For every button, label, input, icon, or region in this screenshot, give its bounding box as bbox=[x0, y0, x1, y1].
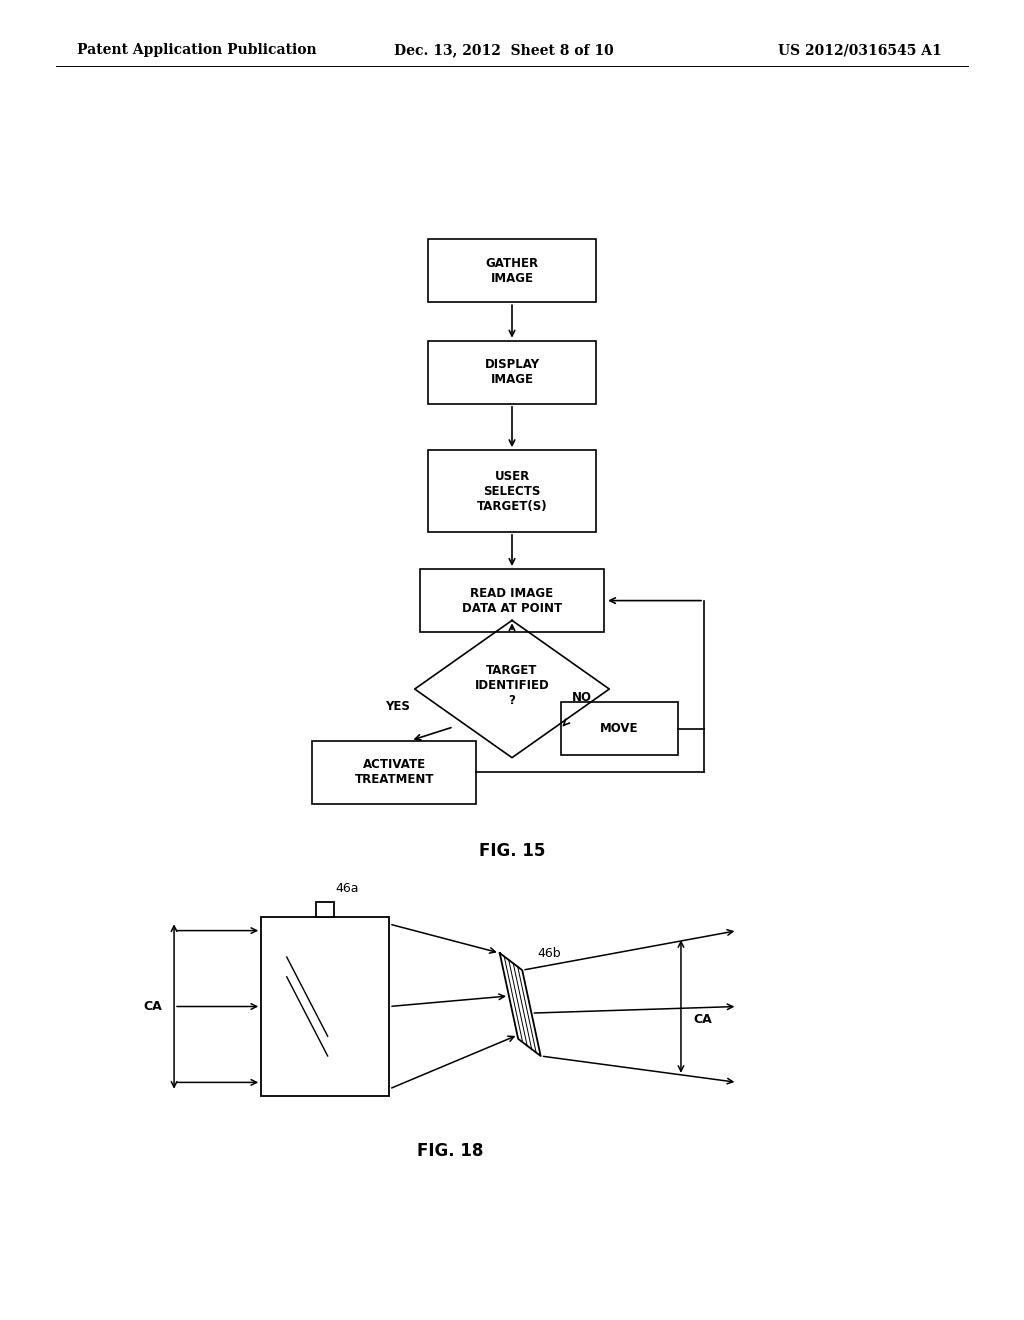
Bar bbox=[261, 917, 389, 1096]
Text: FIG. 18: FIG. 18 bbox=[418, 1142, 483, 1160]
Text: DISPLAY
IMAGE: DISPLAY IMAGE bbox=[484, 358, 540, 387]
Text: CA: CA bbox=[143, 1001, 162, 1012]
Bar bbox=[428, 239, 596, 302]
Text: NO: NO bbox=[572, 692, 592, 705]
Bar bbox=[428, 341, 596, 404]
Bar bbox=[561, 702, 678, 755]
Text: TARGET
IDENTIFIED
?: TARGET IDENTIFIED ? bbox=[475, 664, 549, 706]
Text: US 2012/0316545 A1: US 2012/0316545 A1 bbox=[778, 44, 942, 57]
Text: Dec. 13, 2012  Sheet 8 of 10: Dec. 13, 2012 Sheet 8 of 10 bbox=[394, 44, 614, 57]
Text: USER
SELECTS
TARGET(S): USER SELECTS TARGET(S) bbox=[477, 470, 547, 512]
Text: MOVE: MOVE bbox=[600, 722, 639, 735]
Bar bbox=[315, 902, 334, 917]
Text: Patent Application Publication: Patent Application Publication bbox=[77, 44, 316, 57]
Text: 46b: 46b bbox=[538, 946, 561, 960]
Text: CA: CA bbox=[693, 1014, 712, 1026]
Bar bbox=[420, 569, 604, 632]
Bar bbox=[428, 450, 596, 532]
Text: FIG. 15: FIG. 15 bbox=[479, 842, 545, 861]
Text: YES: YES bbox=[385, 700, 410, 713]
Bar bbox=[312, 741, 476, 804]
Text: READ IMAGE
DATA AT POINT: READ IMAGE DATA AT POINT bbox=[462, 586, 562, 615]
Text: 46a: 46a bbox=[336, 882, 358, 895]
Text: GATHER
IMAGE: GATHER IMAGE bbox=[485, 256, 539, 285]
Text: ACTIVATE
TREATMENT: ACTIVATE TREATMENT bbox=[354, 758, 434, 787]
